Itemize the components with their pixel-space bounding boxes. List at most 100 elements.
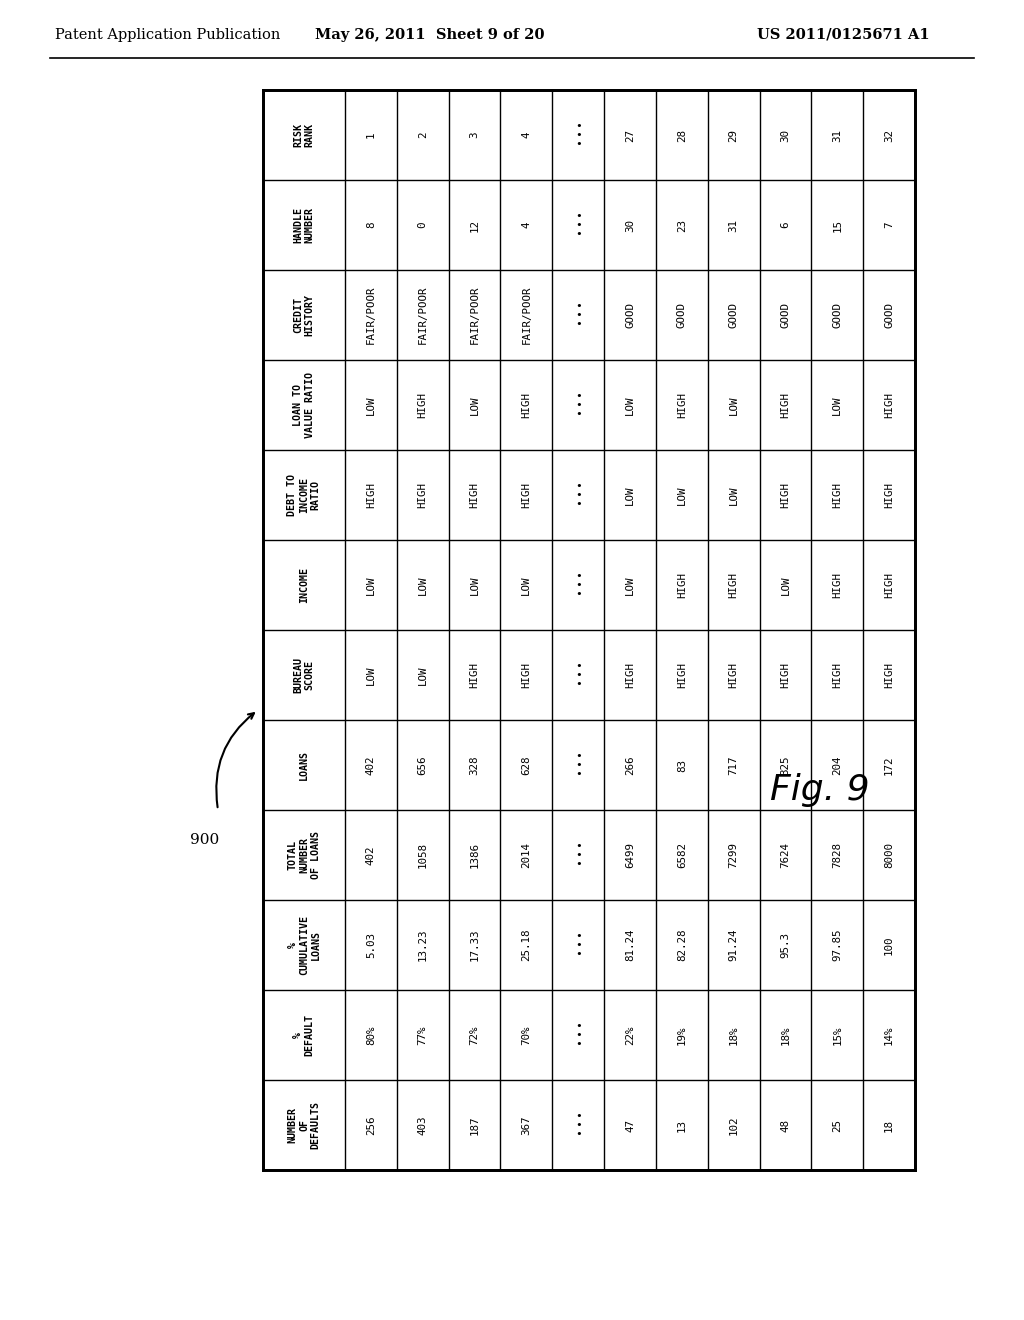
Text: 22%: 22% — [625, 1026, 635, 1044]
Text: LOW: LOW — [625, 486, 635, 504]
Text: GOOD: GOOD — [677, 302, 687, 327]
Text: 402: 402 — [366, 845, 376, 865]
Text: 7624: 7624 — [780, 842, 791, 869]
Text: 77%: 77% — [418, 1026, 428, 1044]
Text: HIGH: HIGH — [366, 482, 376, 508]
Text: 72%: 72% — [470, 1026, 479, 1044]
Text: 19%: 19% — [677, 1026, 687, 1044]
Text: LOW: LOW — [366, 576, 376, 595]
Text: •
•
•: • • • — [574, 841, 582, 869]
Text: GOOD: GOOD — [833, 302, 843, 327]
Text: 70%: 70% — [521, 1026, 531, 1044]
Text: 29: 29 — [729, 128, 738, 141]
Text: •
•
•: • • • — [574, 751, 582, 779]
Text: 27: 27 — [625, 128, 635, 141]
Text: 13.23: 13.23 — [418, 929, 428, 961]
Text: INCOME: INCOME — [299, 568, 309, 603]
Text: HIGH: HIGH — [833, 572, 843, 598]
Text: HIGH: HIGH — [418, 482, 428, 508]
Text: 18%: 18% — [729, 1026, 738, 1044]
Text: HIGH: HIGH — [729, 572, 738, 598]
Text: 403: 403 — [418, 1115, 428, 1135]
Text: 17.33: 17.33 — [470, 929, 479, 961]
Text: •
•
•: • • • — [574, 1020, 582, 1049]
Text: HIGH: HIGH — [677, 663, 687, 688]
Text: May 26, 2011  Sheet 9 of 20: May 26, 2011 Sheet 9 of 20 — [315, 28, 545, 42]
Text: 97.85: 97.85 — [833, 929, 843, 961]
Text: 172: 172 — [884, 755, 894, 775]
Text: HIGH: HIGH — [521, 663, 531, 688]
Text: •
•
•: • • • — [574, 480, 582, 510]
Text: 102: 102 — [729, 1115, 738, 1135]
Text: LOW: LOW — [470, 395, 479, 414]
Text: GOOD: GOOD — [884, 302, 894, 327]
Text: HIGH: HIGH — [884, 482, 894, 508]
Text: BUREAU
SCORE: BUREAU SCORE — [293, 657, 314, 693]
Text: 14%: 14% — [884, 1026, 894, 1044]
Text: LOW: LOW — [625, 576, 635, 595]
Text: HIGH: HIGH — [677, 572, 687, 598]
Text: LOW: LOW — [729, 486, 738, 504]
Text: 32: 32 — [884, 128, 894, 141]
Text: 256: 256 — [366, 1115, 376, 1135]
Text: GOOD: GOOD — [625, 302, 635, 327]
Text: %
DEFAULT: % DEFAULT — [293, 1014, 314, 1056]
Text: 717: 717 — [729, 755, 738, 775]
Text: 83: 83 — [677, 759, 687, 771]
Text: 7: 7 — [884, 222, 894, 228]
Text: 82.28: 82.28 — [677, 929, 687, 961]
Text: 7828: 7828 — [833, 842, 843, 869]
Text: GOOD: GOOD — [729, 302, 738, 327]
Text: 25.18: 25.18 — [521, 929, 531, 961]
Text: LOW: LOW — [625, 395, 635, 414]
Text: 13: 13 — [677, 1118, 687, 1131]
Text: 2014: 2014 — [521, 842, 531, 869]
Text: 187: 187 — [470, 1115, 479, 1135]
Text: 0: 0 — [418, 222, 428, 228]
Text: 80%: 80% — [366, 1026, 376, 1044]
Text: 328: 328 — [470, 755, 479, 775]
Text: 18: 18 — [884, 1118, 894, 1131]
Text: HIGH: HIGH — [833, 663, 843, 688]
Text: LOW: LOW — [470, 576, 479, 595]
Text: 6499: 6499 — [625, 842, 635, 869]
Text: 31: 31 — [729, 219, 738, 231]
Text: 2: 2 — [418, 132, 428, 139]
Text: HIGH: HIGH — [884, 663, 894, 688]
Text: FAIR/POOR: FAIR/POOR — [418, 285, 428, 345]
Text: 4: 4 — [521, 222, 531, 228]
Text: 656: 656 — [418, 755, 428, 775]
Text: HIGH: HIGH — [780, 482, 791, 508]
Text: 28: 28 — [677, 128, 687, 141]
Text: NUMBER
OF
DEFAULTS: NUMBER OF DEFAULTS — [288, 1101, 321, 1148]
Text: HIGH: HIGH — [418, 392, 428, 418]
Text: LOW: LOW — [366, 395, 376, 414]
Text: 325: 325 — [780, 755, 791, 775]
Text: LOW: LOW — [729, 395, 738, 414]
Text: 628: 628 — [521, 755, 531, 775]
Text: HIGH: HIGH — [780, 663, 791, 688]
Text: LOW: LOW — [418, 665, 428, 685]
Text: •
•
•: • • • — [574, 121, 582, 149]
Text: FAIR/POOR: FAIR/POOR — [470, 285, 479, 345]
Text: Fig. 9: Fig. 9 — [770, 774, 869, 807]
Text: LOW: LOW — [677, 486, 687, 504]
Text: LOAN TO
VALUE RATIO: LOAN TO VALUE RATIO — [293, 372, 314, 438]
Text: 367: 367 — [521, 1115, 531, 1135]
Text: HANDLE
NUMBER: HANDLE NUMBER — [293, 207, 314, 243]
Text: 7299: 7299 — [729, 842, 738, 869]
Text: •
•
•: • • • — [574, 391, 582, 420]
Text: HIGH: HIGH — [470, 663, 479, 688]
Text: 204: 204 — [833, 755, 843, 775]
Text: 12: 12 — [470, 219, 479, 231]
Text: 18%: 18% — [780, 1026, 791, 1044]
Text: •
•
•: • • • — [574, 301, 582, 329]
Text: 31: 31 — [833, 128, 843, 141]
Text: 95.3: 95.3 — [780, 932, 791, 958]
Bar — [263, 90, 915, 1170]
Text: TOTAL
NUMBER
OF LOANS: TOTAL NUMBER OF LOANS — [288, 832, 321, 879]
Text: LOW: LOW — [418, 576, 428, 595]
Text: 15: 15 — [833, 219, 843, 231]
Text: •
•
•: • • • — [574, 211, 582, 239]
Text: •
•
•: • • • — [574, 931, 582, 960]
